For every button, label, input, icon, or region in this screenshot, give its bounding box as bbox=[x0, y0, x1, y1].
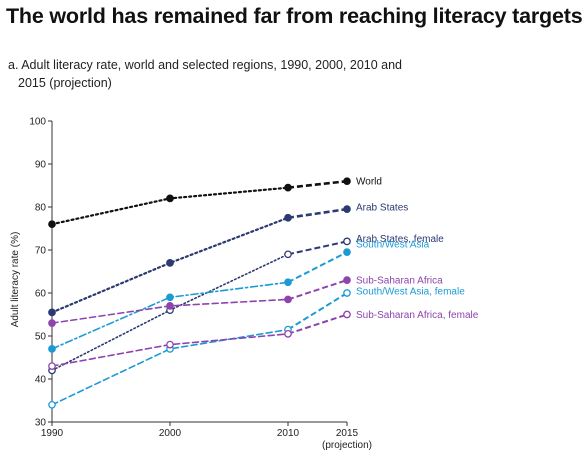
series-projection-line bbox=[287, 313, 348, 335]
x-tick-label: 2000 bbox=[159, 428, 182, 439]
data-point bbox=[48, 362, 56, 370]
data-point bbox=[48, 220, 56, 229]
x-tick-label: 2015 bbox=[336, 428, 359, 439]
series-label: Sub-Saharan Africa bbox=[356, 276, 443, 287]
subtitle-line-2: 2015 (projection) bbox=[18, 76, 112, 90]
data-point bbox=[343, 248, 351, 256]
series-label: South/West Asia, female bbox=[356, 287, 465, 298]
series-projection-line bbox=[287, 292, 348, 331]
data-point bbox=[48, 308, 56, 317]
series-projection-line bbox=[287, 207, 348, 220]
data-point bbox=[48, 345, 56, 353]
series-label: World bbox=[356, 177, 382, 188]
data-point bbox=[343, 310, 351, 319]
data-point bbox=[284, 278, 292, 287]
data-point bbox=[48, 319, 56, 327]
series-label: South/West Asia bbox=[356, 240, 430, 251]
series-arab-states-female: Arab States, female bbox=[48, 234, 444, 375]
series-label: Arab States bbox=[356, 203, 408, 214]
data-point bbox=[166, 194, 174, 203]
series-sub-saharan-africa-female: Sub-Saharan Africa, female bbox=[48, 310, 479, 370]
data-point bbox=[284, 250, 292, 259]
data-point bbox=[343, 205, 351, 213]
y-tick-label: 100 bbox=[29, 117, 46, 128]
series-projection-line bbox=[287, 240, 348, 256]
x-tick-label: 2010 bbox=[277, 428, 300, 439]
series-label: Arab States, female bbox=[356, 234, 444, 245]
series-line bbox=[51, 328, 289, 406]
data-point bbox=[343, 289, 351, 297]
data-point bbox=[166, 340, 174, 349]
chart-title: The world has remained far from reaching… bbox=[6, 4, 582, 28]
data-point bbox=[284, 295, 292, 304]
chart-subtitle: a. Adult literacy rate, world and select… bbox=[8, 56, 468, 92]
series-projection-line bbox=[287, 179, 348, 189]
y-tick-label: 30 bbox=[35, 418, 47, 429]
y-tick-label: 90 bbox=[35, 160, 47, 171]
data-point bbox=[343, 237, 351, 246]
series-south-west-asia-female: South/West Asia, female bbox=[48, 287, 465, 409]
y-tick-label: 60 bbox=[35, 289, 47, 300]
y-axis-label: Adult literacy rate (%) bbox=[10, 232, 21, 328]
series-label: Sub-Saharan Africa, female bbox=[356, 310, 479, 321]
series-sub-saharan-africa: Sub-Saharan Africa bbox=[48, 276, 443, 327]
series-projection-line bbox=[287, 251, 348, 284]
subtitle-line-1: a. Adult literacy rate, world and select… bbox=[8, 58, 403, 72]
x-tick-note: (projection) bbox=[322, 440, 372, 451]
data-point bbox=[48, 400, 56, 409]
data-point bbox=[343, 276, 351, 284]
series-arab-states: Arab States bbox=[48, 203, 408, 317]
y-tick-label: 50 bbox=[35, 332, 47, 343]
x-tick-label: 1990 bbox=[41, 428, 64, 439]
y-tick-label: 70 bbox=[35, 246, 47, 257]
data-point bbox=[166, 302, 174, 310]
data-point bbox=[343, 177, 351, 186]
series-projection-line bbox=[287, 279, 348, 301]
series-line bbox=[51, 281, 289, 350]
data-point bbox=[284, 183, 292, 192]
y-tick-label: 80 bbox=[35, 203, 47, 214]
data-point bbox=[166, 259, 174, 267]
data-point bbox=[284, 329, 292, 338]
series-south-west-asia: South/West Asia bbox=[48, 240, 430, 353]
y-tick-label: 40 bbox=[35, 375, 47, 386]
data-point bbox=[166, 293, 174, 302]
series-world: World bbox=[48, 177, 382, 229]
series-line bbox=[50, 186, 290, 226]
data-point bbox=[284, 213, 292, 222]
